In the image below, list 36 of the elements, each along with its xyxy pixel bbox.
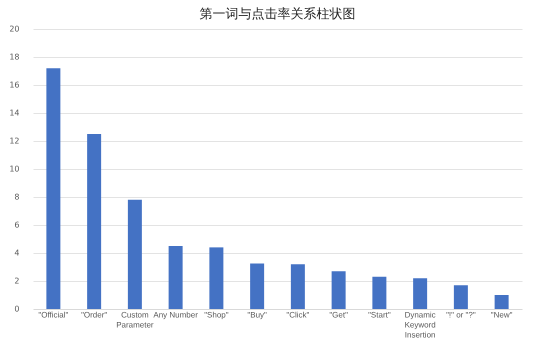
y-tick-label: 20 [9, 24, 20, 34]
bar [46, 68, 60, 309]
bar [332, 271, 346, 309]
x-tick-label: "Official" [38, 310, 69, 320]
y-tick-label: 0 [14, 304, 20, 314]
x-tick-label: "Shop" [204, 310, 229, 320]
y-tick-label: 2 [14, 276, 20, 286]
bar [87, 134, 102, 309]
x-tick-label: "Buy" [247, 310, 268, 320]
x-tick-label: Custom Parameter [116, 310, 154, 330]
x-tick-label: "Get" [329, 310, 348, 320]
bar [250, 264, 264, 309]
x-tick-label: Dynamic Keyword Insertion [404, 310, 436, 340]
x-tick-label: "!" or "?" [446, 310, 476, 320]
chart-title: 第一词与点击率关系柱状图 [200, 6, 356, 22]
y-tick-label: 12 [9, 136, 20, 146]
y-tick-label: 6 [14, 220, 20, 230]
bar [290, 264, 305, 309]
bar [209, 247, 224, 309]
bar [372, 276, 386, 309]
x-tick-label: Any Number [153, 310, 198, 320]
bar [454, 285, 468, 309]
bar [168, 246, 183, 309]
y-tick-label: 10 [9, 164, 20, 174]
y-tick-label: 8 [14, 192, 20, 202]
y-tick-label: 4 [14, 248, 20, 258]
x-tick-label: "Click" [286, 310, 310, 320]
x-tick-label: "Start" [368, 310, 391, 320]
x-tick-label: "New" [490, 310, 513, 320]
bar [128, 200, 142, 309]
y-tick-label: 14 [9, 108, 20, 118]
y-tick-label: 18 [9, 52, 20, 62]
bar [494, 295, 509, 309]
x-tick-label: "Order" [81, 310, 108, 320]
bar [413, 278, 428, 309]
y-tick-label: 16 [9, 80, 20, 90]
